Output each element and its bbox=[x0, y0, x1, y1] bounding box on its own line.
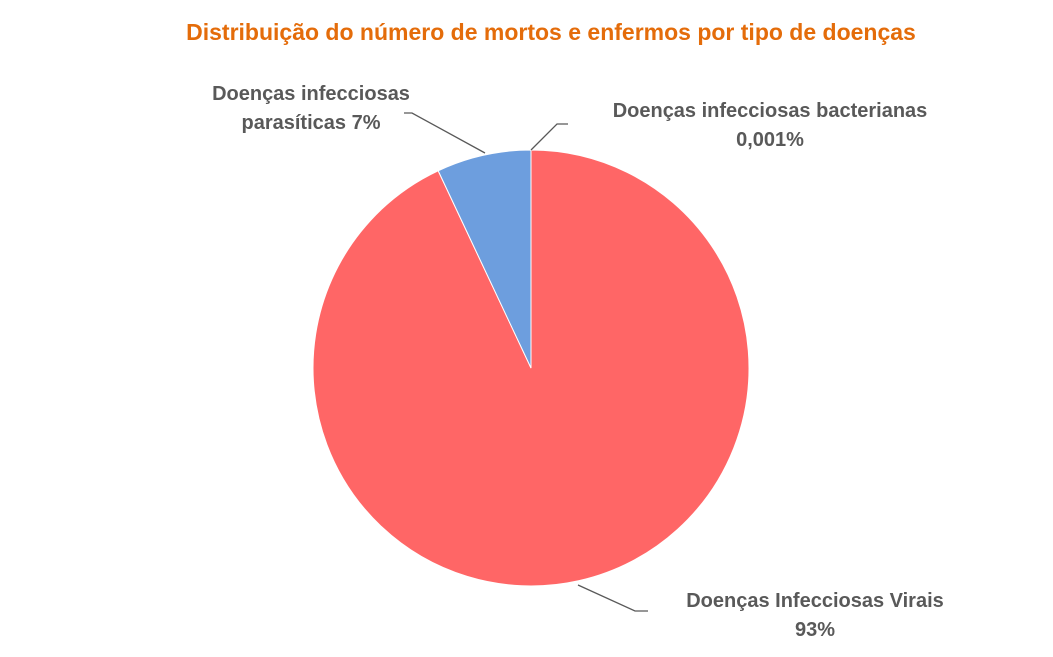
slice-label-3-line-1: Doenças infecciosas bacterianas bbox=[613, 100, 928, 122]
leader-line-2 bbox=[404, 112, 486, 154]
chart-title: Distribuição do número de mortos e enfer… bbox=[186, 19, 916, 45]
slice-labels: Doenças Infecciosas Virais 93% Doenças inf… bbox=[212, 83, 944, 641]
slice-label-2-line-1: Doenças infecciosas bbox=[212, 83, 410, 105]
slice-label-1: Doenças Infecciosas Virais 93% bbox=[686, 590, 944, 641]
slice-label-2-line-2: parasíticas 7% bbox=[242, 112, 381, 134]
pie-slice-2 bbox=[437, 149, 532, 369]
leader-lines bbox=[404, 112, 648, 612]
slice-label-3-line-2: 0,001% bbox=[736, 129, 804, 151]
pie-slices bbox=[312, 149, 750, 587]
leader-line-3 bbox=[530, 123, 568, 151]
slice-label-2: Doenças infecciosas parasíticas 7% bbox=[212, 83, 410, 134]
leader-line-1 bbox=[577, 584, 648, 612]
slice-label-1-line-1: Doenças Infecciosas Virais bbox=[686, 590, 944, 612]
slice-label-3: Doenças infecciosas bacterianas 0,001% bbox=[613, 100, 928, 151]
slice-label-1-line-2: 93% bbox=[795, 619, 835, 641]
